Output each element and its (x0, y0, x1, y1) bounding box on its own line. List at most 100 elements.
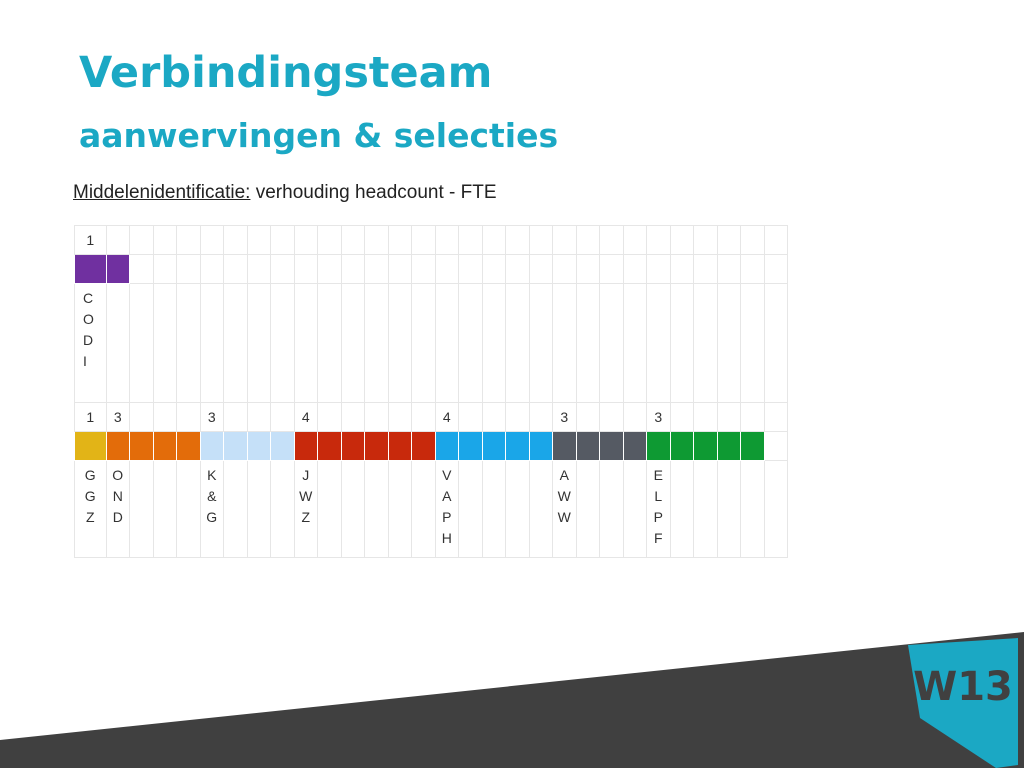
grid-cell (246, 402, 271, 432)
grid-cell (223, 402, 248, 432)
grid-cell (763, 460, 788, 558)
grid-cell (458, 225, 483, 255)
codi-name-letter: I (83, 353, 87, 369)
group-name-letter: G (206, 509, 218, 525)
w13-logo-badge (908, 638, 1018, 768)
group-name-letter: H (441, 530, 452, 546)
group-block (434, 431, 459, 461)
group-name-row: G G Z O N D K & G J W Z V A P H A W W E L P F (74, 460, 788, 558)
grid-cell (387, 225, 412, 255)
grid-cell (340, 225, 365, 255)
grid-cell (716, 460, 741, 558)
codi-name-letter: D (83, 332, 94, 348)
group-name-letter: G (84, 467, 96, 483)
grid-cell (317, 460, 342, 558)
group-block (669, 431, 694, 461)
grid-cell (599, 402, 624, 432)
grid-cell (599, 225, 624, 255)
group-name-letter: W (557, 488, 571, 504)
group-name-letter: A (442, 488, 452, 504)
grid-cell (458, 460, 483, 558)
grid-cell (387, 254, 412, 284)
grid-cell (317, 254, 342, 284)
grid-cell (364, 460, 389, 558)
group-block (740, 431, 765, 461)
group-name: K & G (199, 460, 224, 558)
group-name-letter: P (653, 509, 663, 525)
grid-cell (411, 402, 436, 432)
group-name-letter: Z (85, 509, 95, 525)
grid-cell (481, 254, 506, 284)
intro-text: Middelenidentificatie: verhouding headco… (73, 182, 497, 204)
group-block (387, 431, 412, 461)
grid-cell (552, 225, 577, 255)
grid-cell (575, 283, 600, 403)
grid-cell (387, 460, 412, 558)
group-block (199, 431, 224, 461)
group-name-letter: N (112, 488, 123, 504)
group-block (270, 431, 295, 461)
grid-cell (199, 254, 224, 284)
grid-cell (364, 225, 389, 255)
grid-cell (528, 402, 553, 432)
grid-cell (152, 460, 177, 558)
codi-name-letter: C (83, 290, 94, 306)
grid-cell (176, 225, 201, 255)
group-name-letter: F (653, 530, 663, 546)
group-name-letter: G (84, 488, 96, 504)
intro-description: verhouding headcount - FTE (255, 182, 497, 203)
grid-cell (622, 225, 647, 255)
grid-cell (575, 460, 600, 558)
grid-cell (340, 254, 365, 284)
group-name-letter: J (302, 467, 310, 483)
grid-cell (646, 254, 671, 284)
group-bar-row (74, 431, 788, 461)
grid-cell (434, 254, 459, 284)
grid-cell (270, 283, 295, 403)
group-name-letter: P (442, 509, 452, 525)
headcount-grid: 1 C O D I 1 3 3 4 4 3 3 G G Z O N D K & G J W Z V A P H A W W E L P F (74, 225, 788, 558)
grid-cell (505, 460, 530, 558)
group-block (693, 431, 718, 461)
grid-cell (763, 283, 788, 403)
group-block (716, 431, 741, 461)
group-name-letter: O (112, 467, 124, 483)
grid-cell (246, 460, 271, 558)
grid-cell (317, 283, 342, 403)
group-name-letter: & (207, 488, 217, 504)
codi-block (105, 254, 130, 284)
group-name-letter: L (654, 488, 663, 504)
grid-cell (599, 283, 624, 403)
grid-cell (528, 460, 553, 558)
grid-cell (317, 402, 342, 432)
grid-cell (693, 283, 718, 403)
grid-cell (152, 283, 177, 403)
group-block (74, 431, 107, 461)
grid-cell (669, 283, 694, 403)
group-name-letter: W (557, 509, 571, 525)
group-block (223, 431, 248, 461)
intro-label: Middelenidentificatie: (73, 182, 251, 203)
group-block (129, 431, 154, 461)
grid-cell (387, 283, 412, 403)
grid-cell (411, 254, 436, 284)
group-block (505, 431, 530, 461)
grid-cell (505, 402, 530, 432)
group-name-letter: E (653, 467, 663, 483)
group-block (458, 431, 483, 461)
grid-cell (176, 402, 201, 432)
grid-cell (481, 283, 506, 403)
page-title: Verbindingsteam (79, 48, 493, 98)
grid-cell (411, 460, 436, 558)
group-block (575, 431, 600, 461)
grid-cell (293, 283, 318, 403)
grid-cell (740, 254, 765, 284)
group-block (411, 431, 436, 461)
